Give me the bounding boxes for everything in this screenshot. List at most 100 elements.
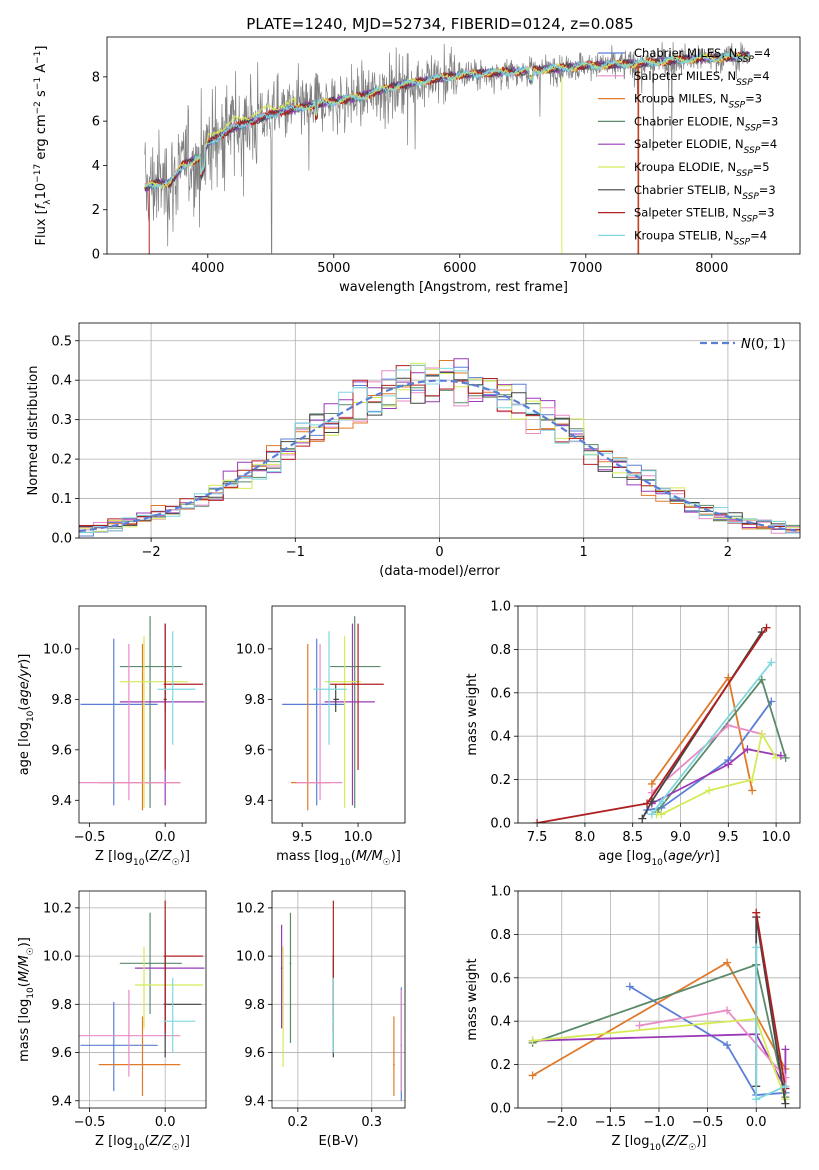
x-tick-label: 7000 bbox=[569, 261, 602, 276]
x-tick-label: −2 bbox=[142, 545, 161, 560]
label-part: =5 bbox=[753, 160, 770, 174]
label-part: =4 bbox=[754, 46, 771, 60]
x-tick-label: 9.5 bbox=[718, 830, 739, 845]
weight-marker-c8 bbox=[643, 799, 652, 808]
label-part: −1 bbox=[33, 77, 43, 90]
label-part: Chabrier STELIB, N bbox=[634, 183, 742, 197]
axes-frame bbox=[78, 890, 207, 1109]
data-point-c3 bbox=[149, 962, 151, 965]
label-part: mass weight bbox=[465, 958, 480, 1040]
y-tick-label: 0.0 bbox=[490, 817, 511, 832]
axes-weight-vs-age: 7.5 8.0 8.5 9.0 9.5 10.0 0.0 0.2 0.4 0.6 0.8 1.0 age… bbox=[465, 600, 801, 868]
label-part: ☉ bbox=[172, 1143, 180, 1153]
weight-marker-c4 bbox=[724, 760, 733, 769]
label-part: ( bbox=[17, 706, 32, 711]
data-point-c2 bbox=[141, 1063, 144, 1066]
weight-marker-c6 bbox=[705, 786, 714, 795]
weight-marker-c8 bbox=[752, 908, 761, 917]
label-part: (0, 1) bbox=[751, 337, 786, 352]
legend-label: Chabrier STELIB, NSSP=3 bbox=[634, 183, 776, 202]
x-tick-label: 8.0 bbox=[575, 830, 596, 845]
label-part: Chabrier ELODIE, N bbox=[634, 114, 745, 128]
weight-marker-c9 bbox=[752, 943, 761, 952]
y-tick-label: 9.4 bbox=[51, 794, 72, 809]
label-part: Z/Z bbox=[665, 1134, 689, 1149]
weight-marker-c7 bbox=[781, 1099, 790, 1108]
y-tick-label: 9.4 bbox=[244, 1094, 265, 1109]
label-part: wavelength [Angstrom, rest frame] bbox=[339, 280, 568, 295]
label-part: A bbox=[34, 64, 49, 77]
y-tick-label: 9.6 bbox=[51, 1046, 72, 1061]
legend-label: Salpeter ELODIE, NSSP=4 bbox=[634, 137, 777, 156]
y-tick-label: 0.1 bbox=[51, 492, 72, 507]
y-tick-label: 0.2 bbox=[490, 773, 511, 788]
weight-marker-c5 bbox=[724, 721, 733, 730]
label-part: )] bbox=[180, 1134, 190, 1149]
label-part: age/yr bbox=[17, 662, 32, 705]
x-tick-label: 0 bbox=[435, 545, 443, 560]
label-part: mass [log bbox=[17, 999, 32, 1062]
x-tick-label: 5000 bbox=[317, 261, 350, 276]
label-part: 10 bbox=[34, 183, 49, 200]
label-part: =3 bbox=[761, 114, 778, 128]
y-axis-label: Flux [fλ10−17 erg cm−2 s−1 A−1] bbox=[33, 46, 53, 246]
label-part: )] bbox=[17, 654, 32, 664]
y-tick-label: 8 bbox=[92, 70, 100, 85]
label-part: )] bbox=[17, 937, 32, 947]
label-part: Salpeter STELIB, N bbox=[634, 206, 741, 220]
y-tick-label: 10.2 bbox=[236, 901, 265, 916]
y-tick-label: 10.0 bbox=[236, 950, 265, 965]
figure-title: PLATE=1240, MJD=52734, FIBERID=0124, z=0… bbox=[246, 15, 633, 33]
label-part: =4 bbox=[760, 137, 777, 151]
plot-area bbox=[144, 41, 751, 254]
label-part: )] bbox=[696, 1134, 706, 1149]
weight-marker-c2 bbox=[723, 958, 732, 967]
axes-frame bbox=[517, 605, 801, 824]
y-tick-label: 10.0 bbox=[43, 642, 72, 657]
x-tick-label: −1.5 bbox=[595, 1115, 627, 1130]
weight-marker-c1 bbox=[723, 1041, 732, 1050]
axes-frame bbox=[271, 890, 406, 1109]
y-tick-label: 9.8 bbox=[51, 998, 72, 1013]
label-part: Salpeter ELODIE, N bbox=[634, 137, 744, 151]
label-part: Z [log bbox=[95, 1134, 133, 1149]
label-part: Kroupa ELODIE, N bbox=[634, 160, 736, 174]
label-part: s bbox=[34, 90, 49, 101]
weight-marker-c6 bbox=[772, 753, 781, 762]
label-part: ( bbox=[663, 849, 668, 864]
label-part: )] bbox=[710, 849, 720, 864]
y-tick-label: 0.8 bbox=[490, 928, 511, 943]
x-tick-label: 1 bbox=[580, 545, 588, 560]
plot-area bbox=[79, 358, 800, 537]
x-tick-label: 0.0 bbox=[155, 1115, 176, 1130]
y-tick-label: 0.2 bbox=[51, 453, 72, 468]
data-point-c3 bbox=[353, 665, 356, 668]
weight-marker-c4 bbox=[776, 751, 785, 760]
y-tick-label: 9.6 bbox=[244, 743, 265, 758]
data-point-c8 bbox=[164, 683, 167, 686]
label-part: λ bbox=[43, 199, 53, 205]
label-part: =4 bbox=[750, 228, 767, 242]
plot-area bbox=[528, 908, 790, 1108]
y-tick-label: 0.4 bbox=[490, 1015, 511, 1030]
weight-marker-c3 bbox=[757, 675, 766, 684]
data-point-c2 bbox=[393, 1063, 395, 1066]
y-tick-label: 10.0 bbox=[43, 950, 72, 965]
y-tick-label: 0.0 bbox=[51, 532, 72, 547]
label-part: Kroupa STELIB, N bbox=[634, 228, 734, 242]
x-tick-label: 8.5 bbox=[622, 830, 643, 845]
label-part: SSP bbox=[742, 192, 759, 202]
plot-area bbox=[79, 900, 205, 1096]
label-part: =3 bbox=[759, 183, 776, 197]
y-tick-label: 9.8 bbox=[244, 998, 265, 1013]
label-part: =3 bbox=[745, 92, 762, 106]
label-part: 10 bbox=[133, 858, 145, 868]
data-point-c5 bbox=[400, 1034, 403, 1037]
weight-marker-c7 bbox=[638, 814, 647, 823]
x-axis-label: Z [log10(Z/Z☉)] bbox=[612, 1134, 707, 1153]
legend-label: N(0, 1) bbox=[741, 337, 786, 352]
weight-marker-c2 bbox=[528, 1071, 537, 1080]
x-tick-label: 0.2 bbox=[288, 1115, 309, 1130]
